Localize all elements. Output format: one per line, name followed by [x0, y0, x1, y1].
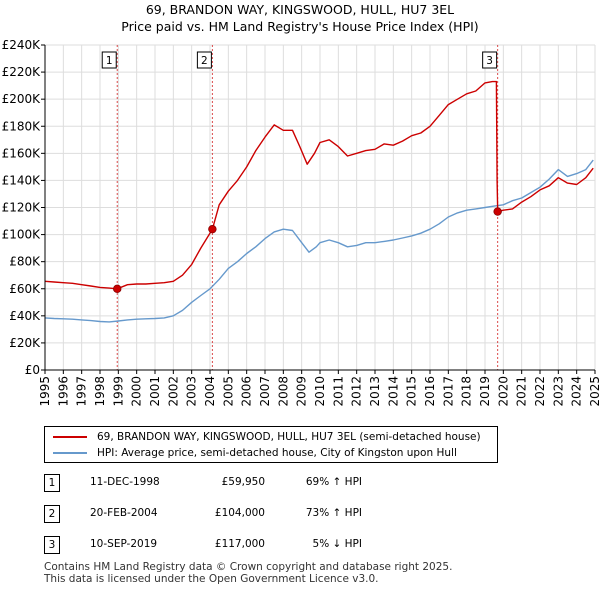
sale-label-frame: [482, 51, 498, 69]
x-axis-tick-labels: 1995 1996 1997 1998 1999 2000 2001 2002 2003 2004…: [38, 370, 600, 407]
y-tick-label: £60K: [9, 282, 41, 296]
x-tick-label: 2000: [130, 376, 144, 407]
sale-label-text: 2: [201, 55, 208, 67]
sale-label-box-1: 1: [101, 51, 117, 69]
y-tick-label: £120K: [2, 201, 42, 215]
sale-price: £59,950: [221, 476, 265, 488]
y-tick-label: £20K: [9, 336, 41, 350]
x-tick-label: 1999: [111, 376, 125, 407]
sale-price: £104,000: [214, 507, 265, 519]
y-tick-label: £80K: [9, 255, 41, 269]
y-tick-label: £100K: [2, 228, 42, 242]
y-tick-label: £180K: [2, 119, 42, 133]
legend-swatch-property: [53, 436, 87, 438]
y-tick-label: £160K: [2, 146, 42, 160]
chart-grid: [44, 44, 596, 371]
x-tick-label: 2022: [533, 376, 547, 407]
x-tick-label: 2011: [331, 376, 345, 407]
x-tick-label: 2020: [496, 376, 510, 407]
sale-label-text: 3: [486, 55, 493, 67]
sale-point-3: [493, 207, 502, 216]
sale-label-text: 1: [106, 55, 113, 67]
footer-licence: This data is licensed under the Open Gov…: [44, 573, 379, 585]
y-tick-label: £220K: [2, 65, 42, 79]
x-tick-label: 2005: [221, 376, 235, 407]
hpi-line: [44, 159, 594, 323]
x-tick-label: 1998: [93, 376, 107, 407]
y-tick-label: £0: [25, 363, 40, 377]
chart-subtitle: Price paid vs. HM Land Registry's House …: [121, 19, 479, 34]
sale-point-2: [208, 224, 217, 234]
x-tick-label: 1995: [38, 376, 52, 407]
sale-label-boxes: 1 2 3: [101, 51, 498, 69]
sale-hpi-change: 73% ↑ HPI: [305, 507, 362, 519]
y-tick-label: £200K: [2, 92, 42, 106]
y-axis-tick-labels: £0 £20K £40K £60K £80K £100K £120K £140K £160K £1…: [2, 38, 45, 377]
x-tick-label: 2006: [240, 376, 254, 407]
x-tick-label: 2014: [386, 376, 400, 407]
price-chart: £0 £20K £40K £60K £80K £100K £120K £140K £160K £1…: [2, 38, 600, 407]
legend-item-hpi: HPI: Average price, semi-detached house,…: [53, 446, 457, 460]
x-tick-label: 1996: [56, 376, 70, 407]
legend-label-hpi: HPI: Average price, semi-detached house,…: [97, 447, 457, 459]
sale-date: 20-FEB-2004: [90, 507, 158, 519]
sale-label-frame: [196, 51, 212, 69]
sale-hpi-change: 5% ↓ HPI: [312, 538, 362, 550]
x-tick-label: 1997: [75, 376, 89, 407]
x-tick-label: 2008: [276, 376, 290, 407]
sale-price: £117,000: [214, 538, 265, 550]
x-tick-label: 2024: [570, 376, 584, 407]
x-tick-label: 2012: [350, 376, 364, 407]
sale-badge: 3: [44, 536, 60, 554]
sale-label-box-3: 3: [482, 51, 498, 69]
x-tick-label: 2010: [313, 376, 327, 407]
x-tick-label: 2001: [148, 376, 162, 407]
x-tick-label: 2003: [185, 376, 199, 407]
sale-hpi-change: 69% ↑ HPI: [305, 476, 362, 488]
chart-legend: 69, BRANDON WAY, KINGSWOOD, HULL, HU7 3E…: [44, 426, 498, 463]
y-tick-label: £40K: [9, 309, 41, 323]
x-tick-label: 2017: [441, 376, 455, 407]
x-tick-label: 2015: [405, 376, 419, 407]
legend-item-property: 69, BRANDON WAY, KINGSWOOD, HULL, HU7 3E…: [53, 430, 481, 444]
legend-label-property: 69, BRANDON WAY, KINGSWOOD, HULL, HU7 3E…: [97, 431, 481, 443]
sale-point-1: [113, 284, 122, 294]
chart-title: 69, BRANDON WAY, KINGSWOOD, HULL, HU7 3E…: [145, 2, 455, 17]
sale-date: 10-SEP-2019: [90, 538, 158, 550]
y-tick-label: £240K: [2, 38, 42, 52]
x-tick-label: 2025: [588, 376, 600, 407]
sale-badge: 2: [44, 505, 60, 523]
x-tick-label: 2019: [478, 376, 492, 407]
sale-label-frame: [101, 51, 117, 69]
x-tick-label: 2018: [460, 376, 474, 407]
x-tick-label: 2016: [423, 376, 437, 407]
x-tick-label: 2009: [295, 376, 309, 407]
x-tick-label: 2004: [203, 376, 217, 407]
legend-swatch-hpi: [53, 452, 87, 454]
x-tick-label: 2002: [166, 376, 180, 407]
footer-copyright: Contains HM Land Registry data © Crown c…: [44, 561, 453, 573]
sale-points: [113, 207, 502, 294]
x-tick-label: 2023: [551, 376, 565, 407]
x-tick-label: 2007: [258, 376, 272, 407]
sale-date: 11-DEC-1998: [90, 476, 160, 488]
x-tick-label: 2013: [368, 376, 382, 407]
sale-badge: 1: [44, 474, 60, 492]
x-tick-label: 2021: [515, 376, 529, 407]
sale-label-box-2: 2: [196, 51, 212, 69]
y-tick-label: £140K: [2, 173, 42, 187]
